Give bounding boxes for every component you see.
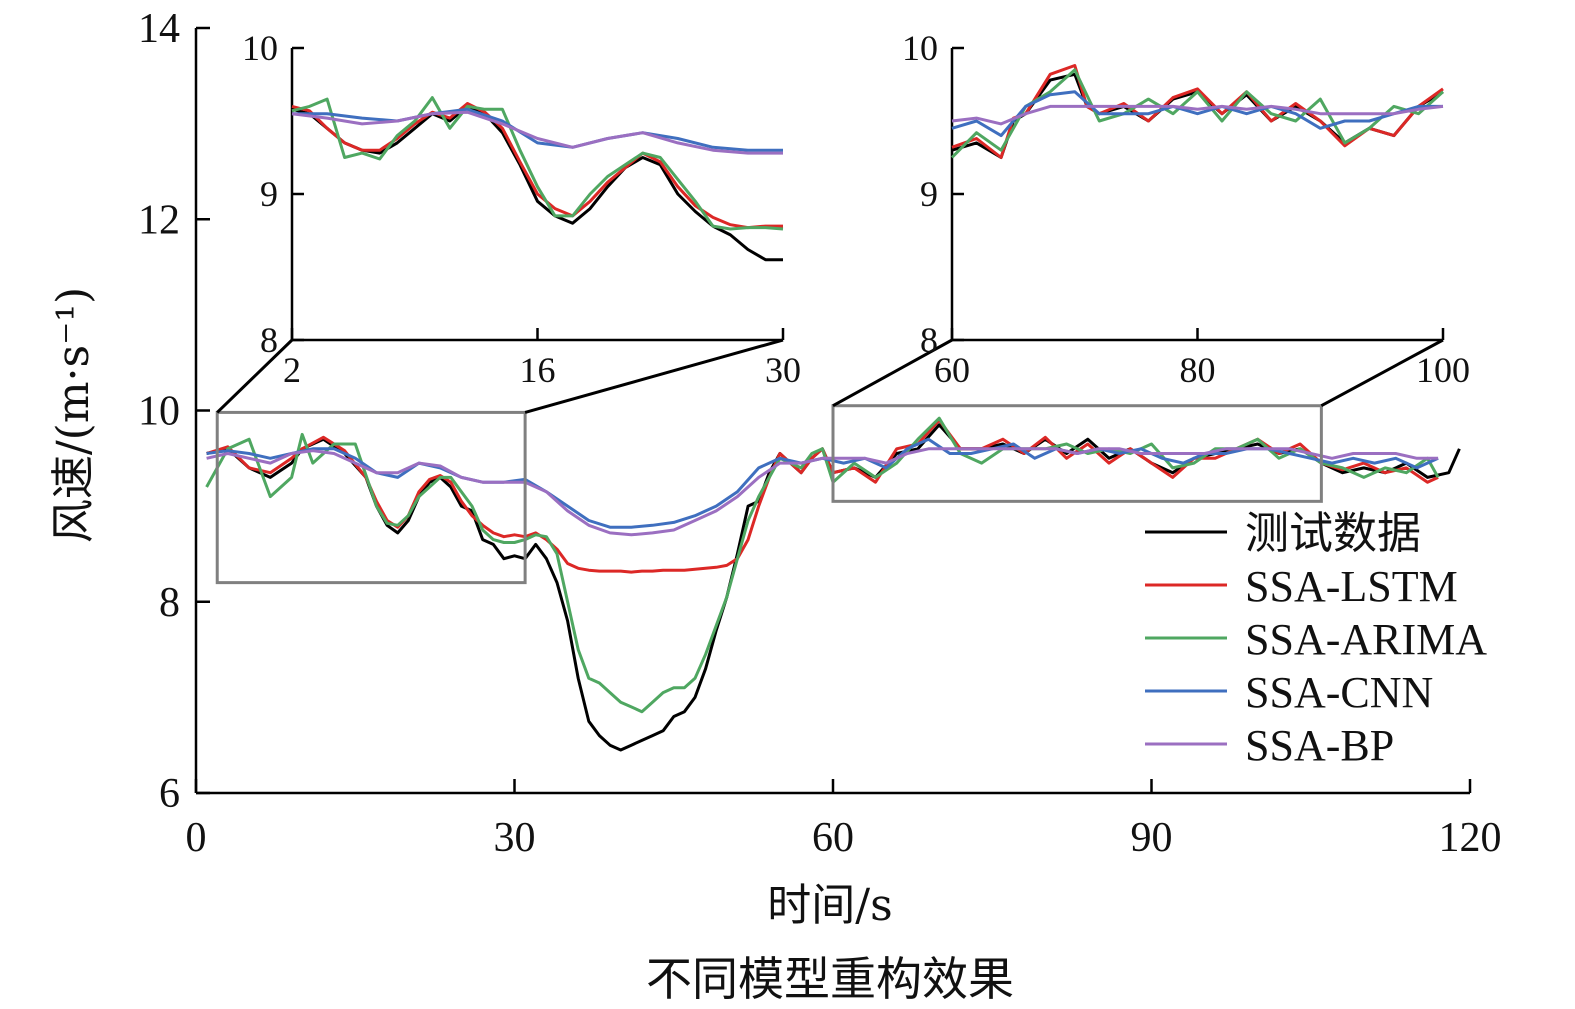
y-tick-label: 12 xyxy=(138,197,180,243)
inset-series-line-SSA-ARIMA xyxy=(291,96,784,231)
inset-series-line-SSA-CNN xyxy=(292,107,783,152)
zoom-boxes xyxy=(215,338,1444,585)
inset-series-line-SSA-CNN xyxy=(951,90,1443,138)
inset-y-tick-label: 9 xyxy=(260,174,278,214)
inset-x-tick-label: 16 xyxy=(520,350,556,390)
y-tick-label: 10 xyxy=(138,389,180,435)
inset-y-tick-label: 8 xyxy=(920,320,938,360)
legend-label: SSA-LSTM xyxy=(1245,562,1458,611)
zoom-connector-line xyxy=(1320,338,1444,408)
inset-series-line-SSA-LSTM xyxy=(951,64,1444,159)
legend-label: SSA-ARIMA xyxy=(1245,615,1487,664)
inset-y-tick-label: 10 xyxy=(902,28,938,68)
y-tick-label: 6 xyxy=(159,771,180,817)
series-line-SSA-BP xyxy=(206,447,1439,537)
x-axis-label: 时间/s xyxy=(767,880,892,931)
x-tick-label: 0 xyxy=(186,815,207,861)
zoom-region-box xyxy=(215,410,527,585)
inset-x-tick-label: 30 xyxy=(765,350,801,390)
zoom-connector-line xyxy=(524,338,784,414)
inset-y-tick-label: 8 xyxy=(260,320,278,360)
chart-caption: 不同模型重构效果 xyxy=(646,952,1014,1006)
inset-series-line-测试数据 xyxy=(291,104,783,262)
series-line-测试数据 xyxy=(206,423,1461,752)
x-tick-label: 60 xyxy=(812,815,854,861)
inset-x-tick-label: 80 xyxy=(1180,350,1216,390)
inset-y-tick-label: 10 xyxy=(242,28,278,68)
legend-label: 测试数据 xyxy=(1245,509,1421,558)
zoom-region-box xyxy=(831,404,1323,503)
inset-plot-right: 8 9 10 60 80 100 xyxy=(902,28,1470,390)
inset-series-line-SSA-BP xyxy=(951,104,1444,126)
main-plot-area: 6 8 10 12 14 0 30 60 90 120 xyxy=(138,6,1502,861)
series-line-SSA-ARIMA xyxy=(205,416,1440,714)
inset-plot-left: 8 9 10 2 16 30 xyxy=(242,28,801,390)
x-tick-label: 30 xyxy=(494,815,536,861)
inset-series-line-测试数据 xyxy=(951,72,1444,159)
y-tick-label: 8 xyxy=(159,580,180,626)
y-tick-label: 14 xyxy=(138,6,180,52)
y-axis-label: 风速/(m·s⁻¹) xyxy=(48,287,99,543)
inset-x-tick-label: 100 xyxy=(1416,350,1470,390)
legend-label: SSA-BP xyxy=(1245,721,1394,770)
legend-label: SSA-CNN xyxy=(1245,668,1433,717)
inset-x-tick-label: 60 xyxy=(934,350,970,390)
series-line-SSA-LSTM xyxy=(206,418,1439,574)
inset-y-tick-label: 9 xyxy=(920,174,938,214)
x-tick-label: 120 xyxy=(1439,815,1502,861)
x-tick-label: 90 xyxy=(1131,815,1173,861)
zoom-connector-line xyxy=(832,338,953,408)
inset-series-line-SSA-BP xyxy=(291,110,783,155)
zoom-connector-line xyxy=(216,338,294,414)
inset-x-tick-label: 2 xyxy=(283,350,301,390)
